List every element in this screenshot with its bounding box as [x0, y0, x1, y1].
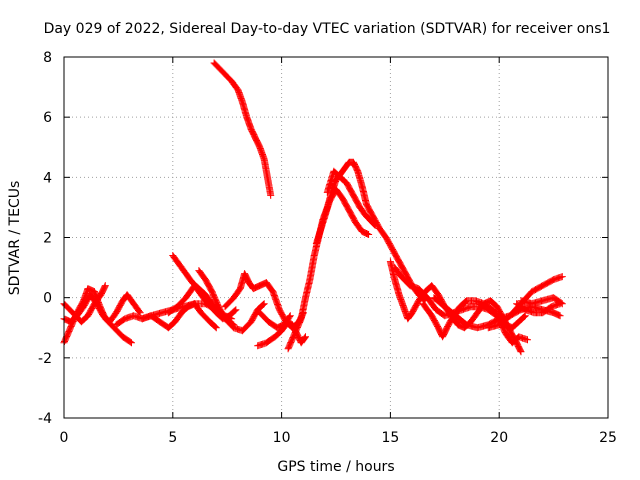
- y-axis-label: SDTVAR / TECUs: [7, 181, 23, 296]
- y-tick-label: 4: [43, 170, 52, 186]
- x-tick-label: 5: [168, 430, 177, 446]
- series-markers: [419, 297, 531, 347]
- series-markers: [256, 309, 294, 332]
- x-axis-label: GPS time / hours: [277, 459, 394, 475]
- series-track-m: [284, 158, 429, 353]
- series-markers: [210, 59, 275, 199]
- y-tick-label: 8: [43, 50, 52, 66]
- series-track-h: [195, 267, 238, 329]
- series-track-n: [312, 185, 373, 247]
- series-markers: [517, 294, 566, 308]
- grid-lines: [64, 57, 608, 418]
- series-track-k: [256, 309, 294, 332]
- chart-title: Day 029 of 2022, Sidereal Day-to-day VTE…: [44, 21, 611, 37]
- y-tick-label: -4: [38, 411, 52, 427]
- series-markers: [513, 300, 564, 317]
- series-track-l: [210, 59, 275, 199]
- series-markers: [195, 267, 238, 329]
- y-tick-label: 0: [43, 291, 52, 307]
- series-track-v: [517, 294, 566, 308]
- series-markers: [323, 167, 379, 229]
- x-tick-label: 25: [599, 430, 617, 446]
- x-axis-ticks: 0 5 10 15 20 25: [60, 57, 617, 446]
- x-tick-label: 20: [490, 430, 508, 446]
- series-track-u: [513, 300, 564, 317]
- y-tick-label: 2: [43, 231, 52, 247]
- x-tick-label: 0: [60, 430, 69, 446]
- series-markers: [312, 185, 373, 247]
- series-markers: [284, 158, 429, 353]
- x-tick-label: 10: [273, 430, 291, 446]
- y-axis-ticks: -4 -2 0 2 4 6 8: [38, 50, 608, 427]
- series-track-r: [419, 297, 531, 347]
- y-tick-label: 6: [43, 110, 52, 126]
- data-marks: [60, 59, 566, 356]
- y-tick-label: -2: [38, 351, 52, 367]
- x-tick-label: 15: [381, 430, 399, 446]
- series-track-o: [323, 167, 379, 229]
